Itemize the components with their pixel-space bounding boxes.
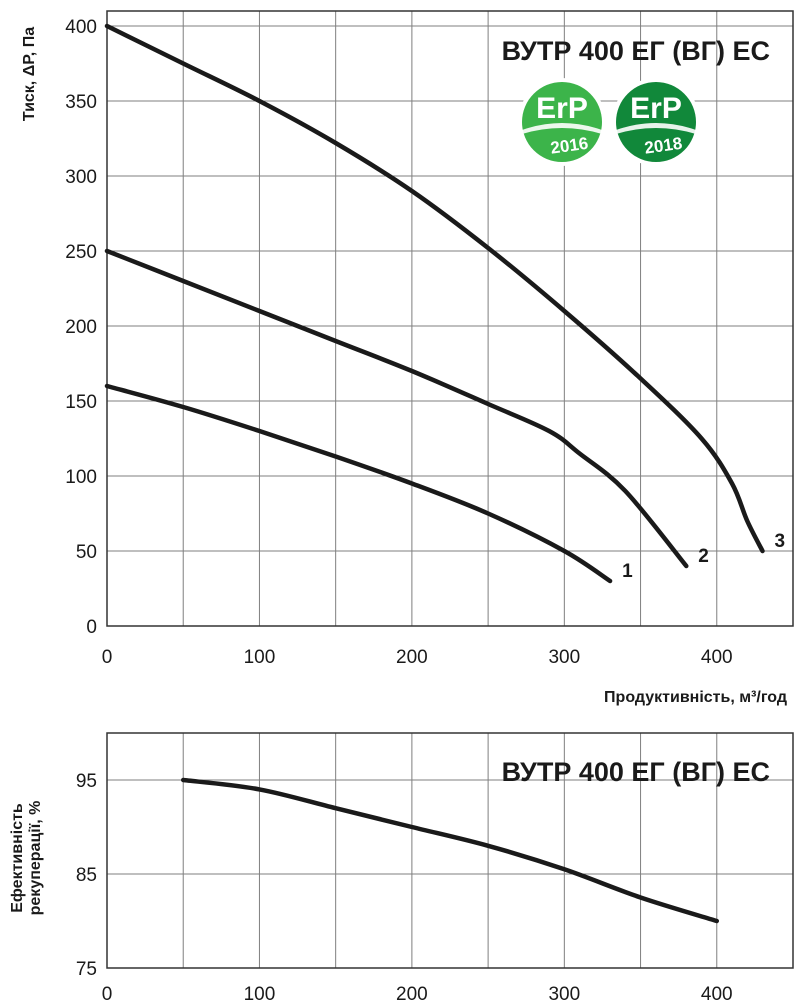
y-tick-label: 0 — [86, 617, 97, 638]
y-tick-label: 150 — [65, 392, 97, 413]
y-tick-label: 300 — [65, 167, 97, 188]
curve-line-3 — [104, 23, 765, 554]
pressure-chart: 0 50 100 150 200 250 300 350 400 0 100 200 300 400 1… — [21, 10, 794, 706]
efficiency-chart-grid — [107, 733, 793, 968]
pressure-chart-y-ticks: 0 50 100 150 200 250 300 350 400 — [65, 17, 97, 638]
x-tick-label: 400 — [701, 984, 733, 1005]
x-tick-label: 300 — [548, 984, 580, 1005]
y-tick-label: 95 — [76, 771, 97, 792]
x-tick-label: 200 — [396, 984, 428, 1005]
pressure-chart-x-ticks: 0 100 200 300 400 — [102, 647, 733, 668]
pressure-chart-frame — [106, 10, 794, 627]
curve-line-1 — [104, 383, 613, 584]
efficiency-chart-frame — [106, 732, 794, 969]
x-tick-label: 100 — [244, 984, 276, 1005]
erp-2018-badge: ErP 2018 — [612, 78, 700, 166]
pressure-chart-y-axis-label: Тиск, ΔP, Па — [21, 27, 38, 121]
erp-2018-badge-disc — [616, 82, 696, 162]
x-tick-label: 200 — [396, 647, 428, 668]
x-tick-label: 0 — [102, 984, 113, 1005]
pressure-chart-x-axis-label: Продуктивність, м³/год — [604, 689, 787, 706]
curve-line-2 — [104, 248, 689, 569]
pressure-chart-curve-labels: 1 2 3 — [622, 531, 785, 582]
x-tick-label: 100 — [244, 647, 276, 668]
erp-2018-badge-line1: ErP — [630, 92, 682, 125]
y-tick-label: 350 — [65, 92, 97, 113]
y-tick-label: 50 — [76, 542, 97, 563]
efficiency-chart-y-ticks: 75 85 95 — [76, 771, 97, 980]
y-tick-label: 75 — [76, 959, 97, 980]
x-tick-label: 0 — [102, 647, 113, 668]
efficiency-chart-y-axis-label-line2: рекуперації, % — [27, 801, 44, 916]
erp-2016-badge: ErP 2016 — [518, 78, 606, 166]
pressure-chart-curves — [104, 23, 765, 584]
x-tick-label: 400 — [701, 647, 733, 668]
efficiency-chart-curves — [180, 777, 720, 924]
efficiency-chart-x-ticks: 0 100 200 300 400 — [102, 984, 733, 1005]
efficiency-chart: 75 85 95 0 100 200 300 400 ВУТР 400 ЕГ (ВГ) ЕС… — [9, 732, 794, 1005]
efficiency-chart-y-axis-label: Ефективність рекуперації, % — [9, 801, 44, 916]
erp-2016-badge-line1: ErP — [536, 92, 588, 125]
curve-line-1 — [180, 777, 720, 924]
curve-label-2: 2 — [698, 546, 709, 567]
efficiency-chart-title: ВУТР 400 ЕГ (ВГ) ЕС — [502, 757, 770, 787]
erp-2016-badge-disc — [522, 82, 602, 162]
pressure-chart-title: ВУТР 400 ЕГ (ВГ) ЕС — [502, 36, 770, 66]
y-tick-label: 200 — [65, 317, 97, 338]
y-tick-label: 85 — [76, 865, 97, 886]
curve-label-3: 3 — [775, 531, 786, 552]
erp-2018-badge-swoosh — [616, 123, 696, 134]
y-tick-label: 400 — [65, 17, 97, 38]
y-tick-label: 250 — [65, 242, 97, 263]
efficiency-chart-y-axis-label-line1: Ефективність — [9, 803, 26, 913]
y-tick-label: 100 — [65, 467, 97, 488]
x-tick-label: 300 — [548, 647, 580, 668]
curve-label-1: 1 — [622, 561, 633, 582]
erp-2016-badge-swoosh — [522, 123, 602, 134]
